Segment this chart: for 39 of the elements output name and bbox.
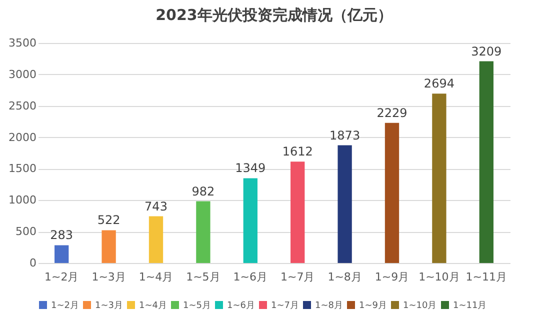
y-tick-label: 0 (30, 256, 36, 270)
x-tick-label: 1~10月 (418, 270, 460, 284)
data-label: 283 (50, 228, 74, 242)
y-tick-label: 1000 (8, 194, 36, 207)
y-tick-label: 3500 (8, 36, 36, 50)
y-tick-label: 3000 (8, 68, 36, 81)
legend-label: 1~10月 (403, 301, 437, 311)
x-tick-label: 1~5月 (186, 270, 220, 284)
x-tick-label: 1~4月 (138, 270, 174, 284)
data-label: 3209 (471, 44, 502, 58)
data-label: 743 (144, 199, 168, 214)
x-tick-label: 1~2月 (44, 270, 79, 284)
x-tick-label: 1~8月 (328, 270, 362, 284)
x-tick-label: 1~6月 (233, 270, 268, 284)
x-tick-label: 1~9月 (374, 270, 410, 284)
legend-label: 1~11月 (453, 301, 487, 311)
y-tick-label: 500 (16, 225, 36, 238)
data-label: 2694 (424, 76, 454, 91)
legend-label: 1~8月 (315, 301, 343, 311)
legend-label: 1~3月 (95, 301, 123, 311)
legend-label: 1~5月 (183, 301, 211, 311)
legend-label: 1~6月 (227, 301, 255, 311)
y-tick-label: 2000 (8, 130, 36, 144)
y-tick-label: 1500 (8, 162, 36, 176)
legend-label: 1~7月 (271, 301, 299, 311)
chart-title: 2023年光伏投资完成情况（亿元） (156, 6, 392, 24)
data-label: 1349 (235, 161, 266, 176)
data-label: 1612 (282, 144, 313, 159)
data-label: 522 (97, 213, 120, 228)
data-label: 982 (192, 184, 215, 198)
data-label: 1873 (330, 128, 360, 142)
x-tick-label: 1~11月 (466, 270, 508, 284)
legend-label: 1~9月 (359, 301, 387, 311)
y-tick-label: 2500 (8, 99, 36, 112)
legend-label: 1~4月 (139, 301, 167, 311)
x-tick-label: 1~7月 (280, 270, 315, 284)
legend-label: 1~2月 (51, 301, 79, 311)
x-tick-label: 1~3月 (92, 270, 126, 284)
data-label: 2229 (376, 106, 408, 120)
